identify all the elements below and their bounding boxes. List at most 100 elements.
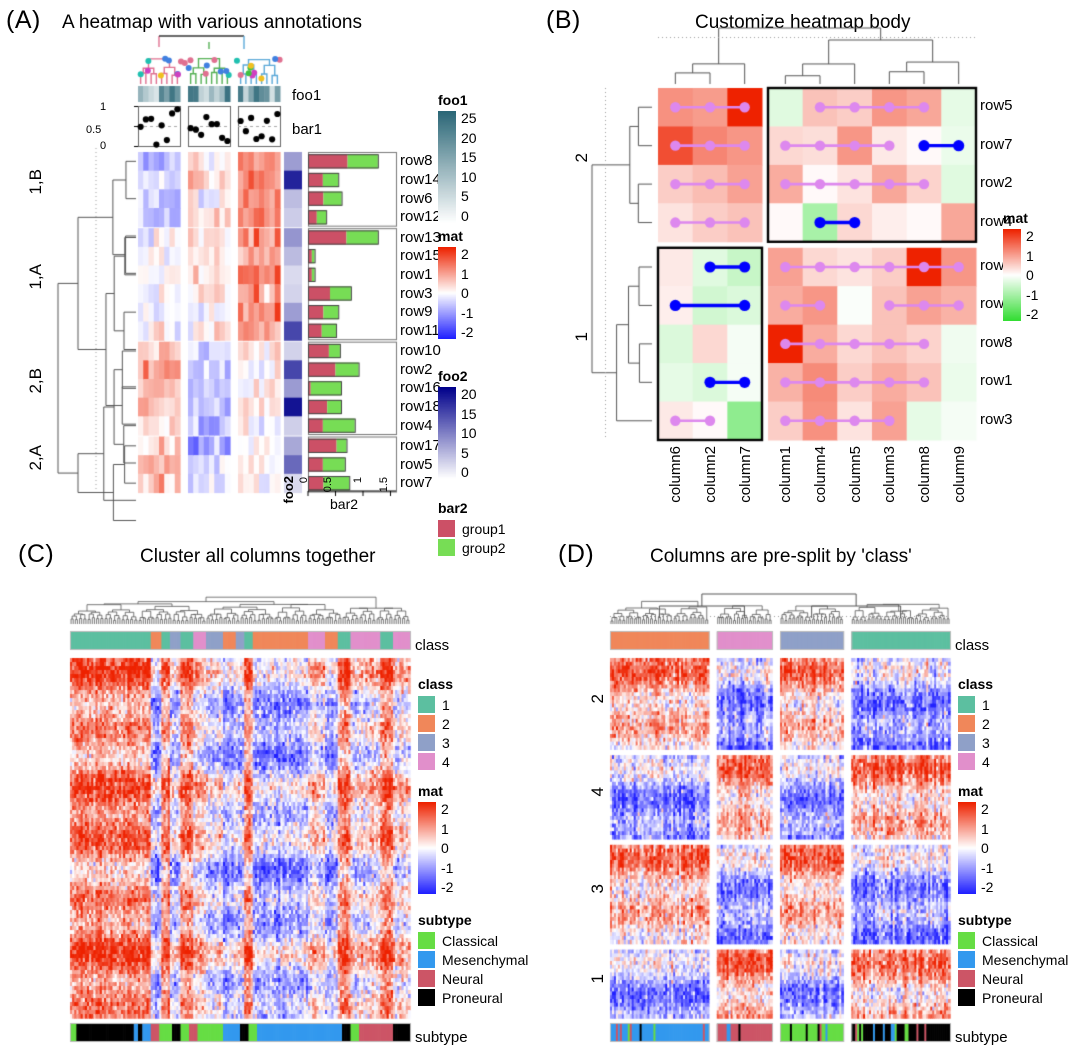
legend-class-d: class 1 2 3 4 — [958, 676, 993, 771]
legend-item: Mesenchymal — [958, 950, 1068, 969]
legend-subtype-c-items: Classical Mesenchymal Neural Proneural — [418, 931, 528, 1007]
legend-item: Neural — [418, 969, 528, 988]
legend-item: Neural — [958, 969, 1068, 988]
legend-mat-a: mat 2 1 0 -1 -2 — [438, 228, 491, 339]
row-label: row4 — [400, 416, 433, 434]
panel-d-class-annotation-label: class — [955, 637, 990, 654]
bar2-tick-15: 1.5 — [378, 477, 390, 493]
legend-swatch — [418, 715, 435, 732]
row-label: row2 — [400, 360, 433, 378]
legend-mat-c-title: mat — [418, 783, 443, 799]
row-split-label: 1,A — [26, 264, 45, 290]
column-label: column5 — [846, 446, 864, 503]
row-split-label: 1 — [572, 331, 591, 342]
legend-swatch — [958, 753, 975, 770]
legend-mat-b-ticks: 2 1 0 -1 -2 — [1026, 229, 1056, 321]
row-label: row7 — [980, 135, 1013, 153]
legend-swatch — [418, 989, 435, 1006]
legend-tick: 15 — [461, 405, 477, 422]
row-label: row3 — [400, 284, 433, 302]
row-label: row4 — [980, 212, 1013, 230]
legend-item: Proneural — [958, 988, 1068, 1007]
column-label: column3 — [881, 446, 899, 503]
legend-item-label: 4 — [982, 753, 990, 770]
legend-item: Mesenchymal — [418, 950, 528, 969]
column-label: column8 — [916, 446, 933, 503]
legend-class-c-items: 1 2 3 4 — [418, 695, 453, 771]
row-label: row6 — [400, 189, 433, 207]
row-label: row14 — [400, 171, 441, 188]
legend-tick: 0 — [461, 464, 469, 480]
bar1-tick-05: 0.5 — [86, 124, 102, 136]
legend-foo1: foo1 25 20 15 10 5 0 — [438, 92, 491, 223]
row-label: row10 — [400, 342, 441, 359]
legend-class-c-title: class — [418, 676, 454, 692]
legend-tick: 1 — [981, 820, 989, 837]
legend-subtype-c-title: subtype — [418, 912, 472, 928]
legend-swatch — [958, 932, 975, 949]
legend-item: 1 — [958, 695, 993, 714]
legend-item-label: Neural — [442, 970, 484, 987]
legend-tick: 0 — [1026, 267, 1034, 283]
legend-tick: 1 — [441, 820, 449, 837]
legend-item-label: Proneural — [982, 989, 1043, 1006]
legend-item-label: Mesenchymal — [982, 951, 1069, 968]
legend-item: 1 — [418, 695, 453, 714]
row-label: row8 — [980, 333, 1013, 351]
legend-item-label: Classical — [442, 932, 499, 949]
row-split-label: 4 — [588, 787, 607, 797]
legend-foo2: foo2 20 15 10 5 0 — [438, 368, 491, 479]
annotation-name-foo1: foo1 — [292, 87, 322, 104]
bar2-tick-0: 0 — [298, 477, 310, 484]
legend-tick: 0 — [461, 208, 469, 224]
legend-tick: 2 — [441, 801, 449, 817]
legend-mat-d: mat 2 1 0 -1 -2 — [958, 783, 1011, 894]
legend-subtype-d: subtype Classical Mesenchymal Neural Proneu… — [958, 912, 1068, 1007]
legend-item-label: 1 — [442, 696, 450, 713]
legend-swatch — [418, 970, 435, 987]
row-label: row13 — [400, 228, 441, 246]
column-label: column7 — [736, 446, 754, 503]
legend-tick: -1 — [981, 859, 994, 876]
legend-swatch — [418, 753, 435, 770]
legend-swatch — [418, 932, 435, 949]
legend-item-label: Proneural — [442, 989, 503, 1006]
legend-item: 3 — [958, 733, 993, 752]
legend-tick: -2 — [1026, 306, 1039, 322]
column-label: column4 — [812, 446, 829, 503]
row-label: row1 — [400, 265, 433, 283]
legend-tick: 10 — [461, 425, 477, 441]
row-label: row2 — [980, 174, 1013, 192]
legend-swatch — [958, 696, 975, 713]
legend-mat-b-title: mat — [1003, 210, 1028, 226]
legend-tick: 15 — [461, 149, 477, 166]
legend-mat-a-title: mat — [438, 228, 463, 244]
legend-subtype-c: subtype Classical Mesenchymal Neural Proneu… — [418, 912, 528, 1007]
legend-tick: 5 — [461, 444, 469, 461]
legend-tick: 5 — [461, 188, 469, 205]
legend-mat-c: mat 2 1 0 -1 -2 — [418, 783, 471, 894]
column-label: column1 — [777, 446, 795, 503]
column-label: column6 — [667, 446, 685, 503]
row-label: row7 — [400, 474, 433, 492]
legend-mat-d-ticks: 2 1 0 -1 -2 — [981, 802, 1011, 894]
row-split-label: 1 — [588, 973, 607, 984]
row-split-label: 2,B — [26, 368, 45, 394]
legend-class-c: class 1 2 3 4 — [418, 676, 453, 771]
row-label: row1 — [980, 372, 1013, 390]
legend-tick: -2 — [981, 879, 994, 895]
legend-foo1-title: foo1 — [438, 92, 468, 108]
legend-item-label: 3 — [982, 734, 990, 751]
legend-tick: 0 — [981, 840, 989, 856]
legend-mat-d-title: mat — [958, 783, 983, 799]
row-split-label: 2,A — [26, 444, 45, 471]
legend-mat-a-ticks: 2 1 0 -1 -2 — [461, 247, 491, 339]
legend-tick: -2 — [461, 324, 474, 340]
panel-c-plot — [0, 530, 540, 1059]
legend-tick: 25 — [461, 110, 477, 126]
legend-foo1-colorbar — [438, 111, 456, 223]
legend-item: Classical — [418, 931, 528, 950]
legend-mat-b-colorbar — [1003, 229, 1021, 321]
row-label: row5 — [400, 455, 433, 473]
legend-item: 3 — [418, 733, 453, 752]
